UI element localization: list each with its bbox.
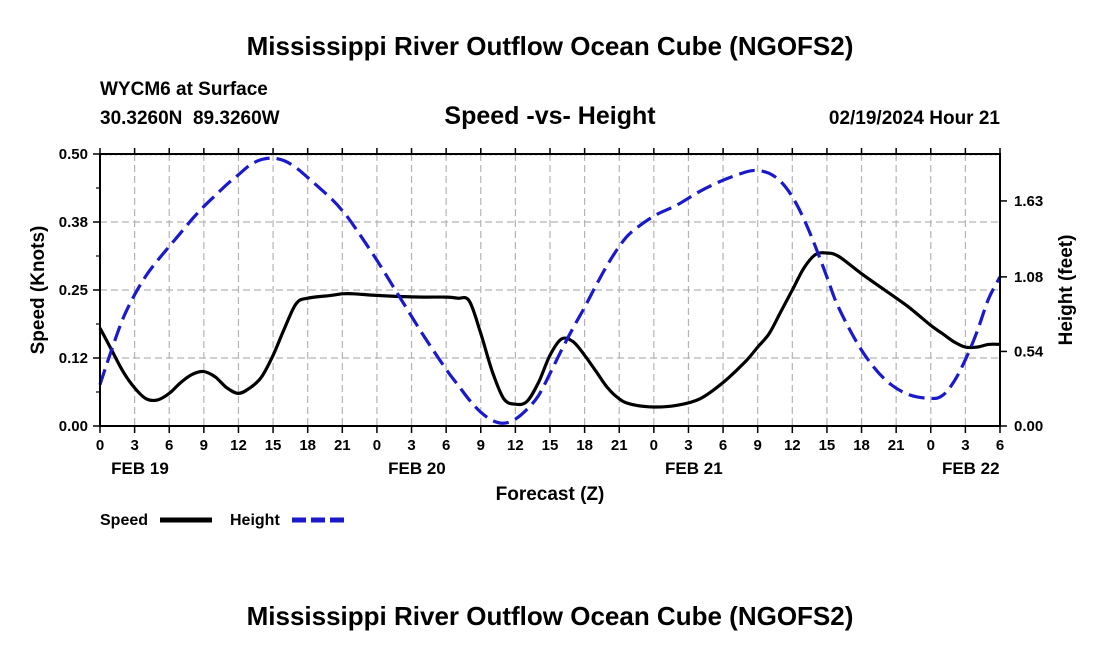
- x-tick-label: 9: [200, 437, 208, 454]
- station-label: WYCM6 at Surface: [100, 79, 268, 100]
- x-tick-label: 15: [265, 437, 282, 454]
- x-tick-label: 6: [165, 437, 173, 454]
- y2-tick-label: 1.63: [1014, 193, 1043, 210]
- x-tick-label: 18: [299, 437, 316, 454]
- legend-speed-label: Speed: [100, 512, 148, 529]
- x-tick-label: 12: [507, 437, 524, 454]
- forecast-datetime: 02/19/2024 Hour 21: [829, 108, 1001, 129]
- x-tick-label: 12: [230, 437, 247, 454]
- date-label: FEB 21: [665, 459, 723, 478]
- y2-tick-label: 1.08: [1014, 269, 1043, 286]
- y-tick-label: 0.38: [59, 214, 88, 231]
- data-series: [98, 156, 1002, 425]
- legend: Speed Height: [100, 512, 344, 529]
- axes: 0 3 6 9 12 15 18 21 0 3 6 9 12 15 18 21 0 3 6 9 12 15 18 21 0 3 6 F…: [59, 146, 1044, 478]
- x-axis-label: Forecast (Z): [496, 484, 605, 505]
- x-tick-label: 0: [96, 437, 104, 454]
- x-tick-label: 12: [784, 437, 801, 454]
- x-tick-label: 6: [442, 437, 450, 454]
- chart-bottom-title: Mississippi River Outflow Ocean Cube (NG…: [247, 601, 854, 631]
- y-axis-label: Speed (Knots): [28, 226, 49, 355]
- y2-tick-label: 0.54: [1014, 343, 1044, 360]
- x-tick-label: 6: [996, 437, 1004, 454]
- x-tick-label: 0: [373, 437, 381, 454]
- y-tick-label: 0.12: [59, 350, 88, 367]
- x-tick-label: 18: [853, 437, 870, 454]
- x-tick-label: 3: [130, 437, 138, 454]
- x-tick-label: 3: [407, 437, 415, 454]
- date-label: FEB 22: [942, 459, 1000, 478]
- x-tick-label: 21: [888, 437, 905, 454]
- grid-lines: [100, 154, 1000, 426]
- x-tick-label: 15: [542, 437, 559, 454]
- date-label: FEB 20: [388, 459, 446, 478]
- x-tick-label: 9: [754, 437, 762, 454]
- y2-axis-label: Height (feet): [1056, 235, 1077, 346]
- date-label: FEB 19: [111, 459, 169, 478]
- y-tick-label: 0.25: [59, 282, 88, 299]
- x-tick-label: 3: [961, 437, 969, 454]
- series-line-height: [98, 156, 1002, 425]
- chart-subtitle: Speed -vs- Height: [444, 102, 656, 130]
- y-tick-label: 0.00: [59, 418, 88, 435]
- x-tick-label: 21: [334, 437, 351, 454]
- x-tick-label: 0: [650, 437, 658, 454]
- chart-main-title: Mississippi River Outflow Ocean Cube (NG…: [247, 31, 854, 61]
- series-line-speed: [98, 251, 1001, 409]
- x-tick-label: 6: [719, 437, 727, 454]
- coordinates-label: 30.3260N 89.3260W: [100, 108, 280, 129]
- x-tick-label: 15: [819, 437, 836, 454]
- x-tick-label: 0: [927, 437, 935, 454]
- x-tick-label: 21: [611, 437, 628, 454]
- legend-height-label: Height: [230, 512, 280, 529]
- y2-tick-label: 0.00: [1014, 418, 1043, 435]
- y-tick-label: 0.50: [59, 146, 88, 163]
- x-tick-label: 18: [576, 437, 593, 454]
- x-tick-label: 9: [477, 437, 485, 454]
- x-tick-label: 3: [684, 437, 692, 454]
